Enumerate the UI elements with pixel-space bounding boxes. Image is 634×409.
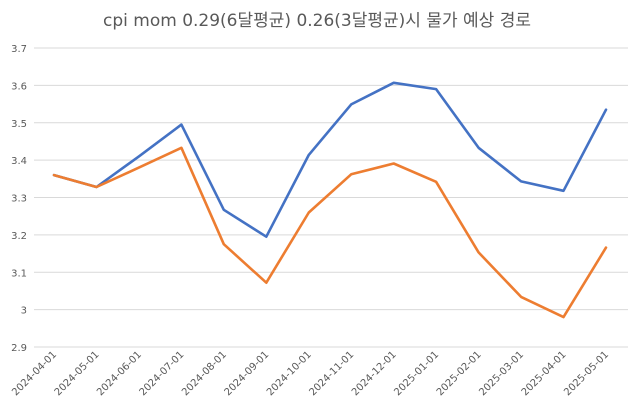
series-line-1 — [52, 81, 608, 238]
chart-title: cpi mom 0.29(6달평균) 0.26(3달평균)시 물가 예상 경로 — [103, 11, 531, 31]
y-tick-label: 3.3 — [11, 194, 27, 205]
y-tick-label: 3.1 — [11, 268, 27, 279]
y-tick-label: 3.7 — [11, 44, 27, 55]
y-tick-label: 3.6 — [11, 81, 27, 92]
y-tick-label: 3.2 — [11, 231, 27, 242]
y-tick-label: 2.9 — [11, 343, 27, 354]
x-tick-label: 2025-05-01 — [562, 349, 611, 398]
series-line-2 — [52, 146, 608, 319]
y-tick-label: 3 — [21, 306, 27, 317]
y-tick-label: 3.5 — [11, 119, 27, 130]
y-tick-label: 3.4 — [11, 156, 27, 167]
